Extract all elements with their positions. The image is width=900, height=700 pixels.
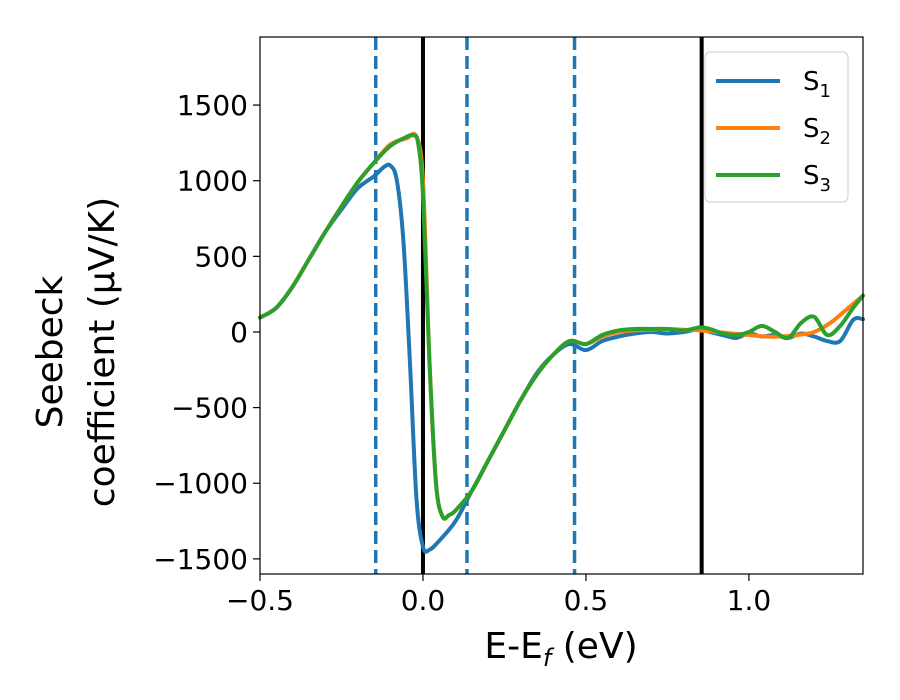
x-tick-label-2: 0.5 bbox=[564, 584, 609, 617]
x-tick-label-0: −0.5 bbox=[226, 584, 294, 617]
y-tick-label-4: −500 bbox=[171, 392, 248, 425]
plot-frame bbox=[259, 36, 864, 575]
legend-label-s2: S2 bbox=[803, 114, 831, 149]
y-tick-label-5: −1000 bbox=[153, 467, 248, 500]
x-tick-label-3: 1.0 bbox=[727, 584, 772, 617]
y-tick-label-0: 1500 bbox=[177, 89, 248, 122]
legend: S1 S2 S3 bbox=[704, 51, 849, 203]
legend-label-s3: S3 bbox=[803, 161, 831, 196]
x-tick-label-1: 0.0 bbox=[401, 584, 446, 617]
y-tick-label-2: 500 bbox=[195, 240, 248, 273]
x-ticks: −0.5 0.0 0.5 1.0 bbox=[226, 574, 771, 617]
y-axis-label-line1: Seebeck bbox=[30, 275, 71, 428]
y-tick-label-3: 0 bbox=[230, 316, 248, 349]
y-ticks: 1500 1000 500 0 −500 −1000 −1500 bbox=[153, 89, 260, 576]
series-lines bbox=[258, 131, 865, 554]
series-line-s1 bbox=[258, 162, 865, 554]
legend-label-s1: S1 bbox=[803, 67, 831, 102]
y-axis-label-line2: coefficient (μV/K) bbox=[82, 197, 123, 507]
y-axis-label: Seebeck coefficient (μV/K) bbox=[30, 197, 123, 507]
y-tick-label-6: −1500 bbox=[153, 543, 248, 576]
reference-lines bbox=[373, 37, 704, 574]
x-axis-label-unit: (eV) bbox=[551, 626, 637, 667]
x-axis-label: E-Ef (eV) bbox=[484, 626, 637, 672]
series-line-s3 bbox=[258, 132, 865, 521]
y-tick-label-1: 1000 bbox=[177, 165, 248, 198]
